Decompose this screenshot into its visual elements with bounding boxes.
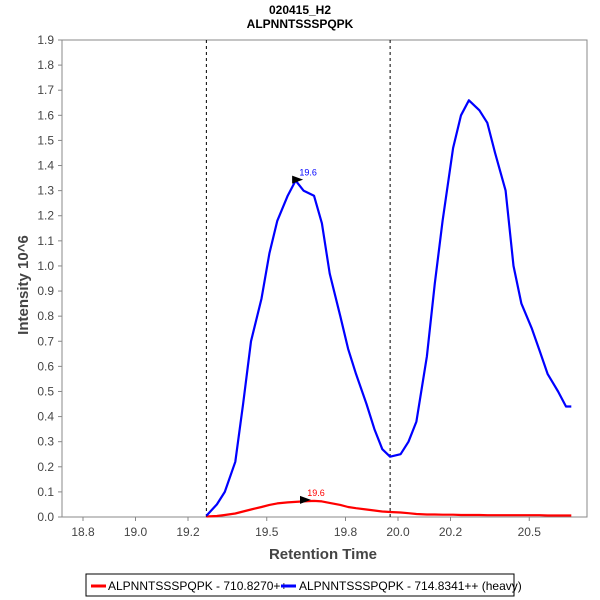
y-tick-label: 1.0 bbox=[37, 259, 54, 273]
x-tick-label: 20.5 bbox=[518, 525, 542, 539]
y-tick-label: 0.0 bbox=[37, 510, 54, 524]
y-tick-label: 0.6 bbox=[37, 359, 54, 373]
series-line-heavy bbox=[205, 99, 572, 517]
y-axis-label: Intensity 10^6 bbox=[15, 235, 32, 335]
integration-boundaries bbox=[205, 40, 391, 517]
apex-label: 19.6 bbox=[307, 488, 325, 498]
y-tick-label: 1.1 bbox=[37, 234, 54, 248]
y-tick-label: 1.9 bbox=[37, 33, 54, 47]
y-tick-label: 0.7 bbox=[37, 334, 54, 348]
legend-label-heavy: ALPNNTSSSPQPK - 714.8341++ (heavy) bbox=[299, 579, 522, 593]
x-tick-label: 19.5 bbox=[255, 525, 279, 539]
series-lines bbox=[205, 99, 572, 518]
y-tick-label: 0.5 bbox=[37, 384, 54, 398]
legend-box bbox=[85, 573, 515, 597]
chart-subtitle: ALPNNTSSSPQPK bbox=[247, 17, 354, 31]
x-tick-label: 19.0 bbox=[124, 525, 148, 539]
y-tick-label: 0.3 bbox=[37, 435, 54, 449]
y-tick-label: 1.2 bbox=[37, 209, 54, 223]
apex-marker-icon bbox=[300, 495, 311, 504]
y-tick-label: 1.5 bbox=[37, 133, 54, 147]
x-tick-label: 20.2 bbox=[439, 525, 463, 539]
y-tick-label: 1.7 bbox=[37, 83, 54, 97]
y-tick-label: 1.6 bbox=[37, 108, 54, 122]
x-tick-label: 19.2 bbox=[176, 525, 200, 539]
y-tick-label: 1.3 bbox=[37, 184, 54, 198]
plot-area-frame bbox=[61, 39, 588, 518]
y-tick-label: 0.8 bbox=[37, 309, 54, 323]
y-tick-label: 1.4 bbox=[37, 159, 54, 173]
y-axis-ticks: 0.0 0.1 0.2 0.3 0.4 0.5 0.6 0.7 0.8 0.9 1.0 1.1 1.2 1… bbox=[37, 33, 62, 524]
legend: ALPNNTSSSPQPK - 710.8270++ ALPNNTSSSPQPK… bbox=[85, 573, 522, 597]
legend-label-light: ALPNNTSSSPQPK - 710.8270++ bbox=[108, 579, 287, 593]
y-tick-label: 0.9 bbox=[37, 284, 54, 298]
x-tick-label: 18.8 bbox=[71, 525, 95, 539]
y-tick-label: 0.2 bbox=[37, 460, 54, 474]
apex-annotations: 19.6 19.6 bbox=[292, 168, 325, 504]
apex-marker-icon bbox=[292, 175, 304, 184]
y-tick-label: 1.8 bbox=[37, 58, 54, 72]
y-tick-label: 0.1 bbox=[37, 485, 54, 499]
y-tick-label: 0.4 bbox=[37, 410, 54, 424]
x-axis-label: Retention Time bbox=[269, 546, 377, 563]
apex-label: 19.6 bbox=[299, 168, 317, 178]
x-axis-ticks: 18.8 19.0 19.2 19.5 19.8 20.0 20.2 20.5 bbox=[71, 517, 541, 539]
x-tick-label: 19.8 bbox=[334, 525, 358, 539]
series-line-light bbox=[206, 499, 572, 518]
chart-title: 020415_H2 bbox=[269, 3, 331, 17]
x-tick-label: 20.0 bbox=[386, 525, 410, 539]
